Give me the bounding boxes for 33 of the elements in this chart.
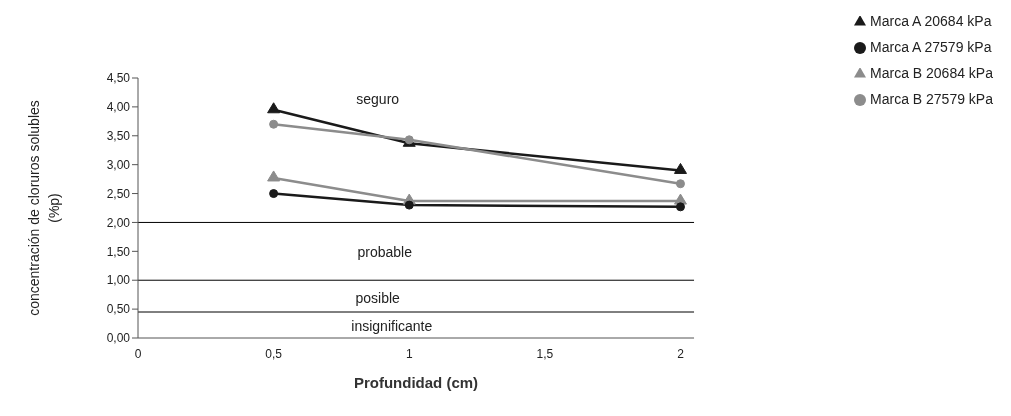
point xyxy=(675,202,685,212)
y-tick-label: 3,00 xyxy=(106,157,131,172)
y-tick-label: 1,50 xyxy=(106,244,131,259)
x-axis-title: Profundidad (cm) xyxy=(353,374,479,391)
legend-label: Marca A 20684 kPa xyxy=(870,13,992,29)
y-tick-label: 4,50 xyxy=(106,71,131,86)
x-tick-label: 0,5 xyxy=(265,347,283,361)
y-tick-label: 3,50 xyxy=(106,129,131,144)
annotation: probable xyxy=(357,244,412,261)
point xyxy=(675,179,685,189)
x-tick-label: 1,5 xyxy=(536,347,554,361)
legend-label: Marca B 27579 kPa xyxy=(870,91,993,107)
x-tick-label: 2 xyxy=(677,347,685,361)
y-tick-label: 4,00 xyxy=(106,100,131,115)
annotation: insignificante xyxy=(351,318,433,335)
y-axis-title: concentración de cloruros solubles (%p) xyxy=(26,100,62,316)
annotation: posible xyxy=(355,289,400,306)
legend-label: Marca B 20684 kPa xyxy=(870,65,993,81)
x-tick-label: 1 xyxy=(405,347,413,361)
y-tick-label: 2,50 xyxy=(106,186,131,201)
x-tick-label: 0 xyxy=(134,347,142,361)
annotation: seguro xyxy=(356,90,400,107)
y-tick-label: 2,00 xyxy=(106,215,131,230)
point xyxy=(269,189,279,199)
point xyxy=(269,119,279,129)
point xyxy=(267,170,281,182)
y-tick-label: 0,50 xyxy=(106,302,131,317)
y-tick-label: 1,00 xyxy=(106,273,131,288)
point xyxy=(404,200,414,210)
point xyxy=(673,162,687,174)
legend-label: Marca A 27579 kPa xyxy=(870,39,992,55)
point xyxy=(267,102,281,114)
y-tick-label: 0,00 xyxy=(106,331,131,346)
